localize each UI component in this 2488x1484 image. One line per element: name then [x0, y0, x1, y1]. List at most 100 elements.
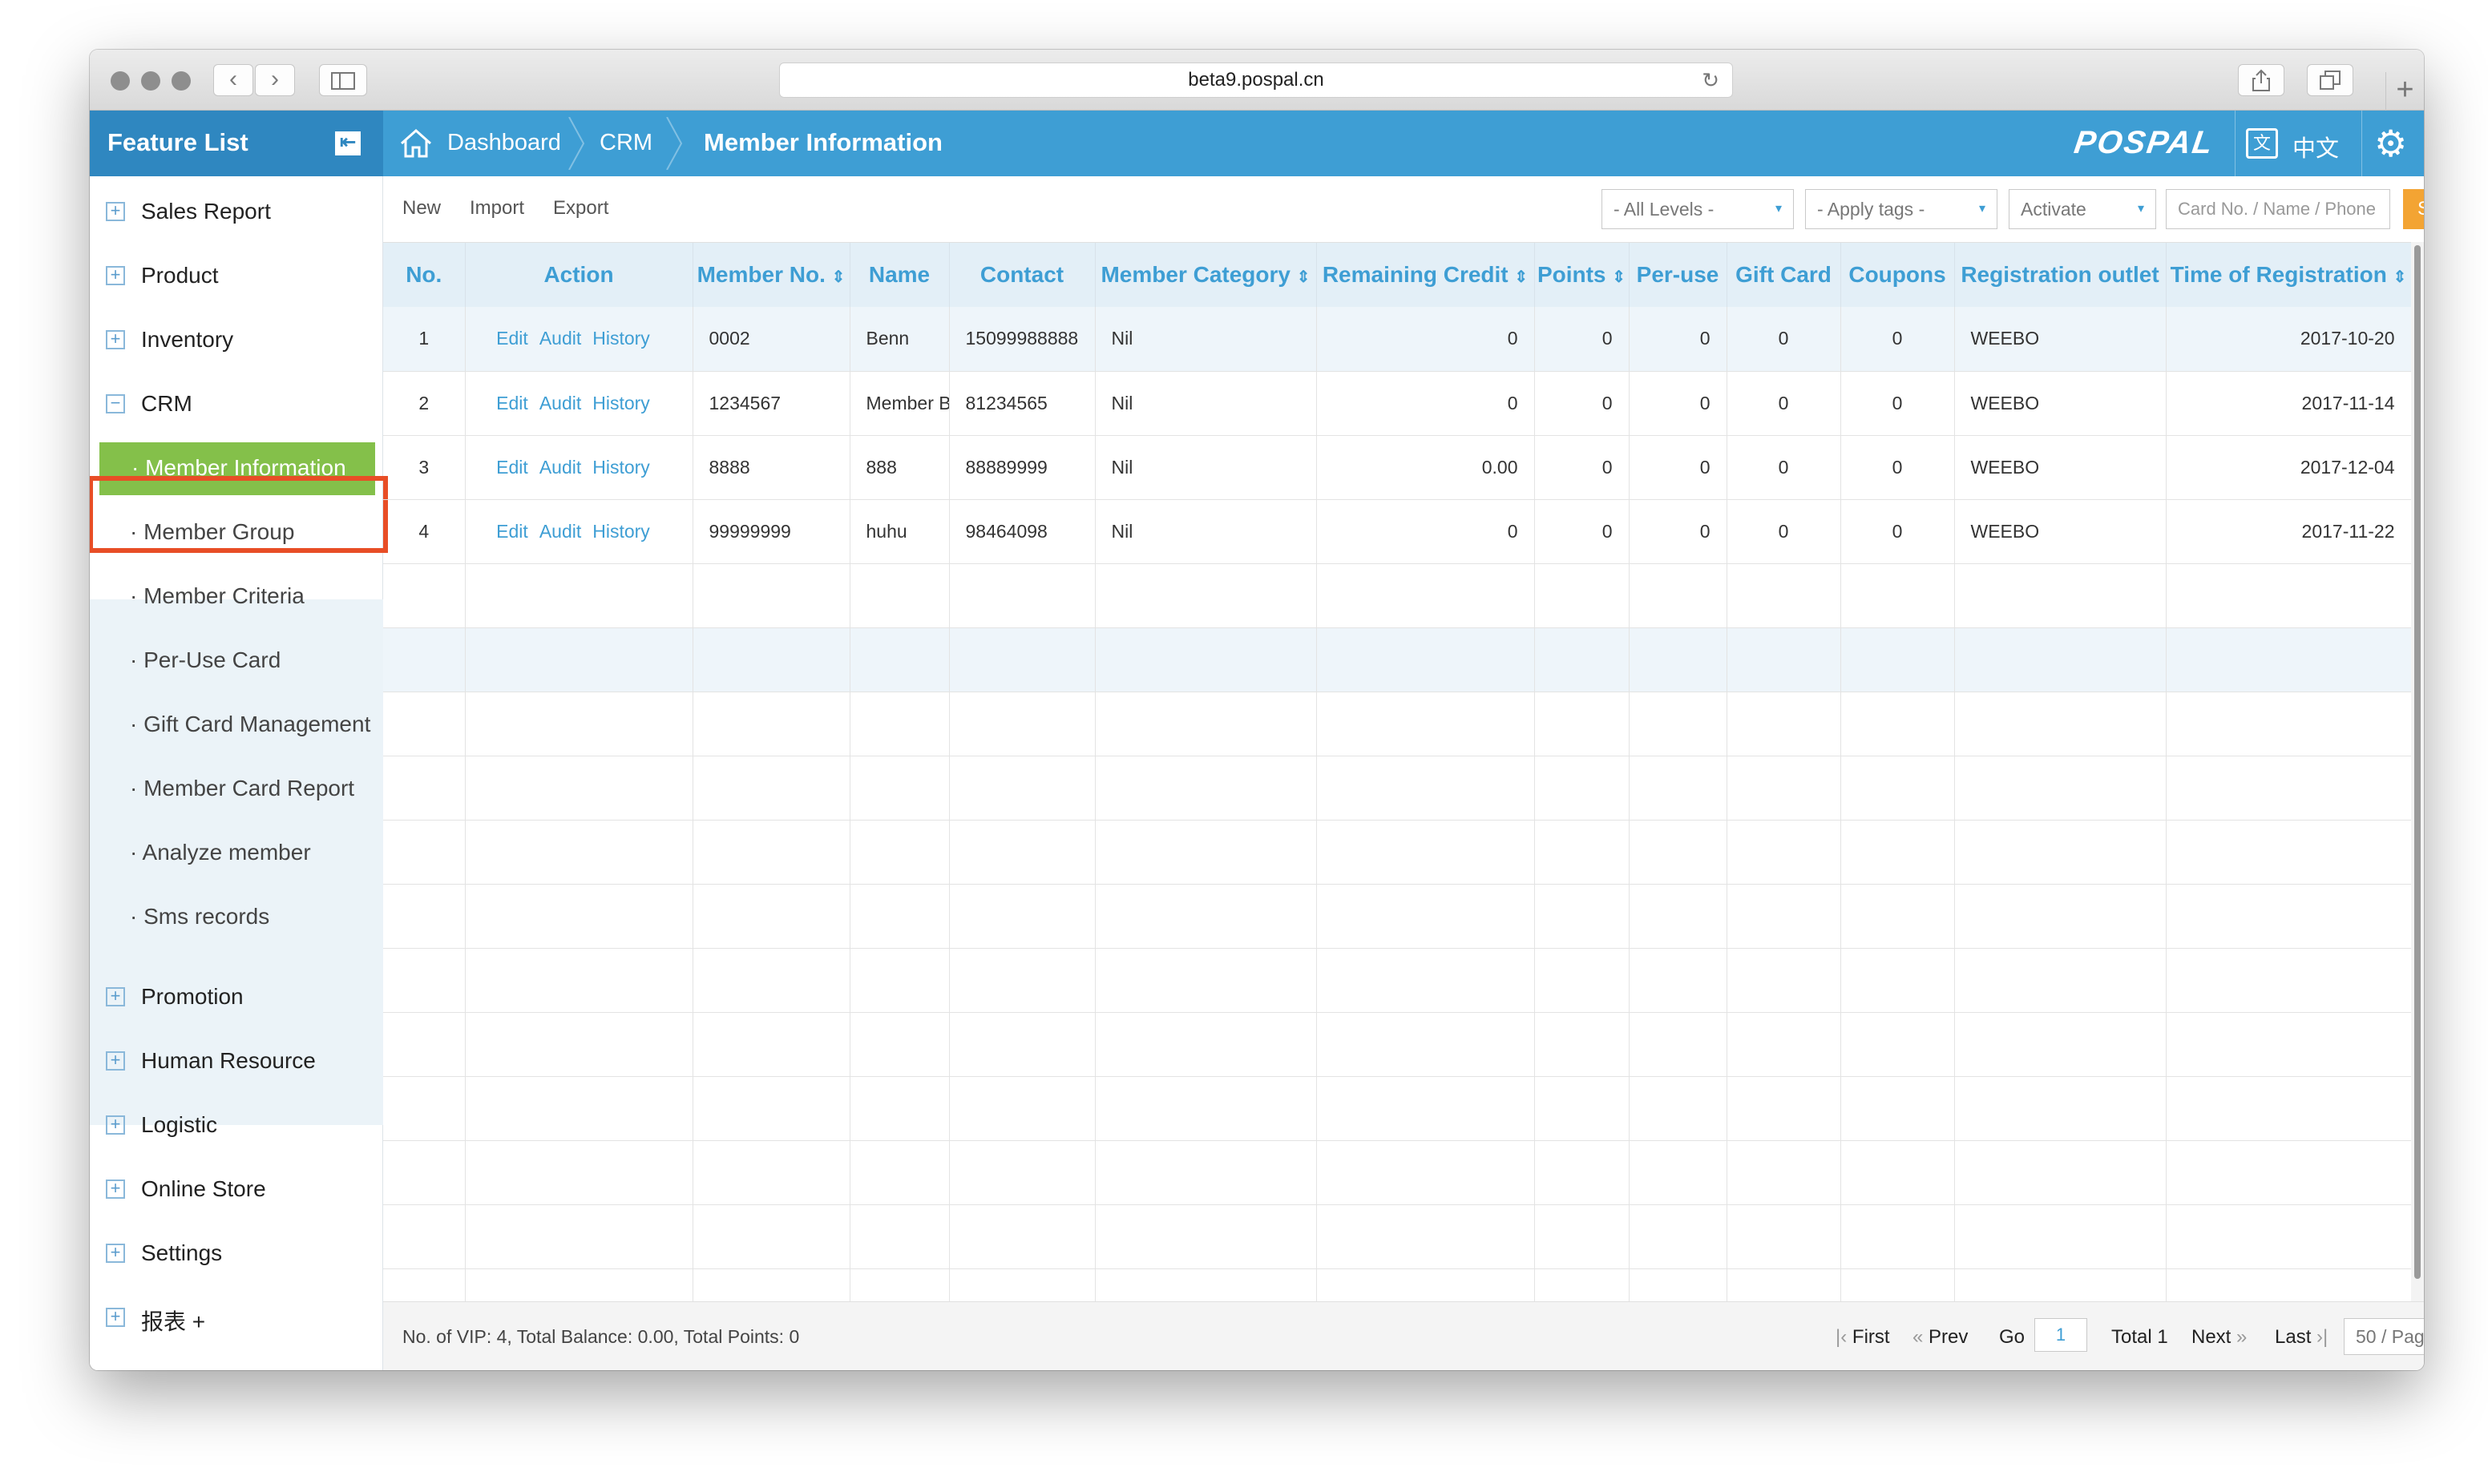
page-size-select[interactable]: 50 / Page ▾: [2344, 1318, 2424, 1355]
active-highlight: [99, 442, 375, 495]
empty-cell: [850, 1076, 950, 1141]
empty-cell: [1316, 884, 1535, 949]
cell-member-no: 99999999: [693, 499, 850, 564]
reload-icon[interactable]: ↻: [1702, 68, 1719, 92]
column-header-sortable[interactable]: Member Category ⇕: [1095, 243, 1317, 307]
empty-cell: [949, 820, 1096, 885]
sidebar-item-human-resource[interactable]: + Human Resource: [90, 1029, 383, 1093]
sidebar-item-inventory[interactable]: + Inventory: [90, 308, 383, 372]
tabs-icon: [2320, 71, 2341, 90]
edit-link[interactable]: Edit: [496, 328, 528, 349]
sidebar-item-product[interactable]: + Product: [90, 244, 383, 308]
empty-cell: [383, 1204, 466, 1269]
column-header-sortable[interactable]: Time of Registration ⇕: [2166, 243, 2411, 307]
home-icon[interactable]: [399, 128, 433, 159]
sidebar-toggle-button[interactable]: [319, 64, 367, 96]
history-link[interactable]: History: [592, 392, 650, 413]
empty-cell: [1629, 1140, 1727, 1205]
zoom-window-button[interactable]: [172, 71, 191, 91]
edit-link[interactable]: Edit: [496, 456, 528, 478]
sidebar-subitem-member-group[interactable]: · Member Group: [90, 500, 383, 564]
sidebar-item-crm[interactable]: − CRM: [90, 372, 383, 436]
forward-button[interactable]: ›: [255, 64, 295, 96]
sidebar-item-settings[interactable]: + Settings: [90, 1221, 383, 1285]
table-row: [383, 692, 2411, 756]
sidebar-item-sales-report[interactable]: + Sales Report: [90, 179, 383, 244]
language-icon[interactable]: 文: [2246, 128, 2278, 159]
history-link[interactable]: History: [592, 456, 650, 478]
prev-page-button[interactable]: « Prev: [1912, 1326, 1969, 1348]
audit-link[interactable]: Audit: [539, 456, 582, 478]
scrollbar-thumb[interactable]: [2414, 245, 2421, 1279]
cell-name: huhu: [850, 499, 950, 564]
sidebar-subitem-label: · Member Card Report: [130, 776, 355, 800]
breadcrumb-crm[interactable]: CRM: [600, 130, 653, 155]
prev-page-icon: «: [1912, 1326, 1924, 1348]
gear-icon[interactable]: ⚙: [2374, 123, 2408, 164]
search-input[interactable]: Card No. / Name / Phone: [2166, 189, 2390, 229]
chevron-down-icon: ▾: [1775, 202, 1782, 216]
level-filter-select[interactable]: - All Levels - ▾: [1601, 189, 1794, 229]
language-switch[interactable]: 中文: [2292, 136, 2340, 162]
import-button[interactable]: Import: [470, 197, 525, 219]
column-header: Registration outlet: [1954, 243, 2167, 307]
table-scrollbar[interactable]: [2411, 242, 2424, 1301]
edit-link[interactable]: Edit: [496, 520, 528, 542]
share-button[interactable]: [2238, 64, 2284, 96]
tags-filter-select[interactable]: - Apply tags - ▾: [1805, 189, 1997, 229]
first-page-button[interactable]: |‹ First: [1836, 1326, 1890, 1348]
empty-cell: [693, 1204, 850, 1269]
sidebar-subitem-sms-records[interactable]: · Sms records: [90, 885, 383, 949]
sidebar-item-logistic[interactable]: + Logistic: [90, 1093, 383, 1157]
last-page-button[interactable]: Last ›|: [2275, 1326, 2328, 1348]
sidebar-subitem-member-criteria[interactable]: · Member Criteria: [90, 564, 383, 628]
export-button[interactable]: Export: [553, 197, 609, 219]
column-header-sortable[interactable]: Remaining Credit ⇕: [1316, 243, 1535, 307]
cell-contact: 88889999: [949, 435, 1096, 500]
sidebar-item-reports[interactable]: + 报表 +: [90, 1285, 383, 1349]
column-header-sortable[interactable]: Member No. ⇕: [693, 243, 850, 307]
search-button[interactable]: Search: [2403, 189, 2424, 229]
cell-giftcard: 0: [1727, 371, 1841, 436]
audit-link[interactable]: Audit: [539, 392, 582, 413]
history-link[interactable]: History: [592, 520, 650, 542]
table-row: [383, 1076, 2411, 1141]
sidebar-item-online-store[interactable]: + Online Store: [90, 1157, 383, 1221]
address-bar[interactable]: beta9.pospal.cn ↻: [779, 63, 1733, 98]
cell-peruse: 0: [1629, 371, 1727, 436]
empty-cell: [1629, 1204, 1727, 1269]
breadcrumb-dashboard[interactable]: Dashboard: [447, 130, 561, 155]
audit-link[interactable]: Audit: [539, 520, 582, 542]
sidebar-subitem-label: · Per-Use Card: [130, 647, 281, 672]
audit-link[interactable]: Audit: [539, 328, 582, 349]
history-link[interactable]: History: [592, 328, 650, 349]
close-window-button[interactable]: [111, 71, 130, 91]
sidebar-subitem-per-use-card[interactable]: · Per-Use Card: [90, 628, 383, 692]
column-header-sortable[interactable]: Points ⇕: [1534, 243, 1630, 307]
go-label: Go: [1999, 1326, 2026, 1348]
status-filter-select[interactable]: Activate ▾: [2009, 189, 2156, 229]
sort-icon: ⇕: [831, 268, 846, 286]
sidebar-subitem-member-information[interactable]: · Member Information: [90, 436, 383, 500]
back-button[interactable]: ‹: [213, 64, 253, 96]
new-tab-button[interactable]: +: [2385, 72, 2424, 111]
expand-icon: +: [106, 202, 125, 221]
tabs-overview-button[interactable]: [2307, 64, 2353, 96]
minimize-window-button[interactable]: [141, 71, 160, 91]
sidebar-subitem-gift-card-management[interactable]: · Gift Card Management: [90, 692, 383, 756]
empty-cell: [2166, 1076, 2411, 1141]
expand-icon: +: [106, 330, 125, 349]
empty-cell: [1954, 1012, 2167, 1077]
cell-no: 4: [383, 499, 466, 564]
page-number-input[interactable]: 1: [2034, 1318, 2087, 1352]
feature-list-header: Feature List ⇤: [90, 111, 383, 176]
next-page-button[interactable]: Next »: [2191, 1326, 2248, 1348]
new-button[interactable]: New: [402, 197, 442, 219]
sidebar-subitem-member-card-report[interactable]: · Member Card Report: [90, 756, 383, 821]
sidebar-item-promotion[interactable]: + Promotion: [90, 965, 383, 1029]
expand-icon: +: [106, 1244, 125, 1263]
edit-link[interactable]: Edit: [496, 392, 528, 413]
collapse-sidebar-icon[interactable]: ⇤: [335, 131, 361, 155]
sidebar-subitem-analyze-member[interactable]: · Analyze member: [90, 821, 383, 885]
empty-cell: [1629, 1076, 1727, 1141]
